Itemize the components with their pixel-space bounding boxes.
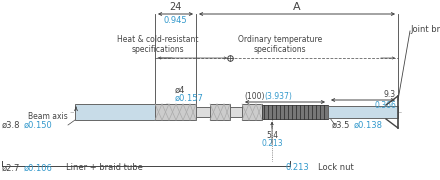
Text: ø0.106: ø0.106 [24, 163, 53, 172]
Text: 9.3: 9.3 [384, 90, 396, 99]
Text: Joint bracket: Joint bracket [410, 25, 440, 34]
Text: 0.366: 0.366 [374, 101, 396, 110]
Text: ø3.8: ø3.8 [2, 120, 21, 129]
Bar [230, 107, 242, 117]
Bar [328, 106, 398, 118]
Bar [75, 104, 155, 120]
Text: Ordinary temperature
specifications: Ordinary temperature specifications [238, 35, 322, 54]
Text: ø0.157: ø0.157 [175, 94, 204, 103]
Text: (100): (100) [244, 92, 264, 101]
Text: ø4: ø4 [175, 86, 185, 95]
Text: 5.4: 5.4 [266, 130, 278, 140]
Text: ø0.138: ø0.138 [354, 120, 383, 129]
Text: 0.945: 0.945 [164, 16, 187, 25]
Text: ø0.150: ø0.150 [24, 120, 53, 129]
Text: Lock nut: Lock nut [318, 163, 354, 172]
Text: Beam axis: Beam axis [28, 112, 68, 121]
Text: A: A [293, 2, 301, 12]
Text: ø3.5: ø3.5 [332, 120, 350, 129]
Bar [155, 104, 196, 120]
Bar [262, 105, 328, 119]
Text: 0.213: 0.213 [261, 138, 283, 147]
Text: Liner + braid tube: Liner + braid tube [66, 163, 143, 172]
Text: ø2.7: ø2.7 [2, 163, 20, 172]
Bar [242, 104, 262, 120]
Text: 0.213: 0.213 [286, 163, 310, 172]
Text: (3.937): (3.937) [264, 92, 292, 101]
Bar [196, 107, 210, 117]
Bar [210, 104, 230, 120]
Text: 24: 24 [169, 2, 182, 12]
Text: Heat & cold-resistant
specifications: Heat & cold-resistant specifications [117, 35, 199, 54]
